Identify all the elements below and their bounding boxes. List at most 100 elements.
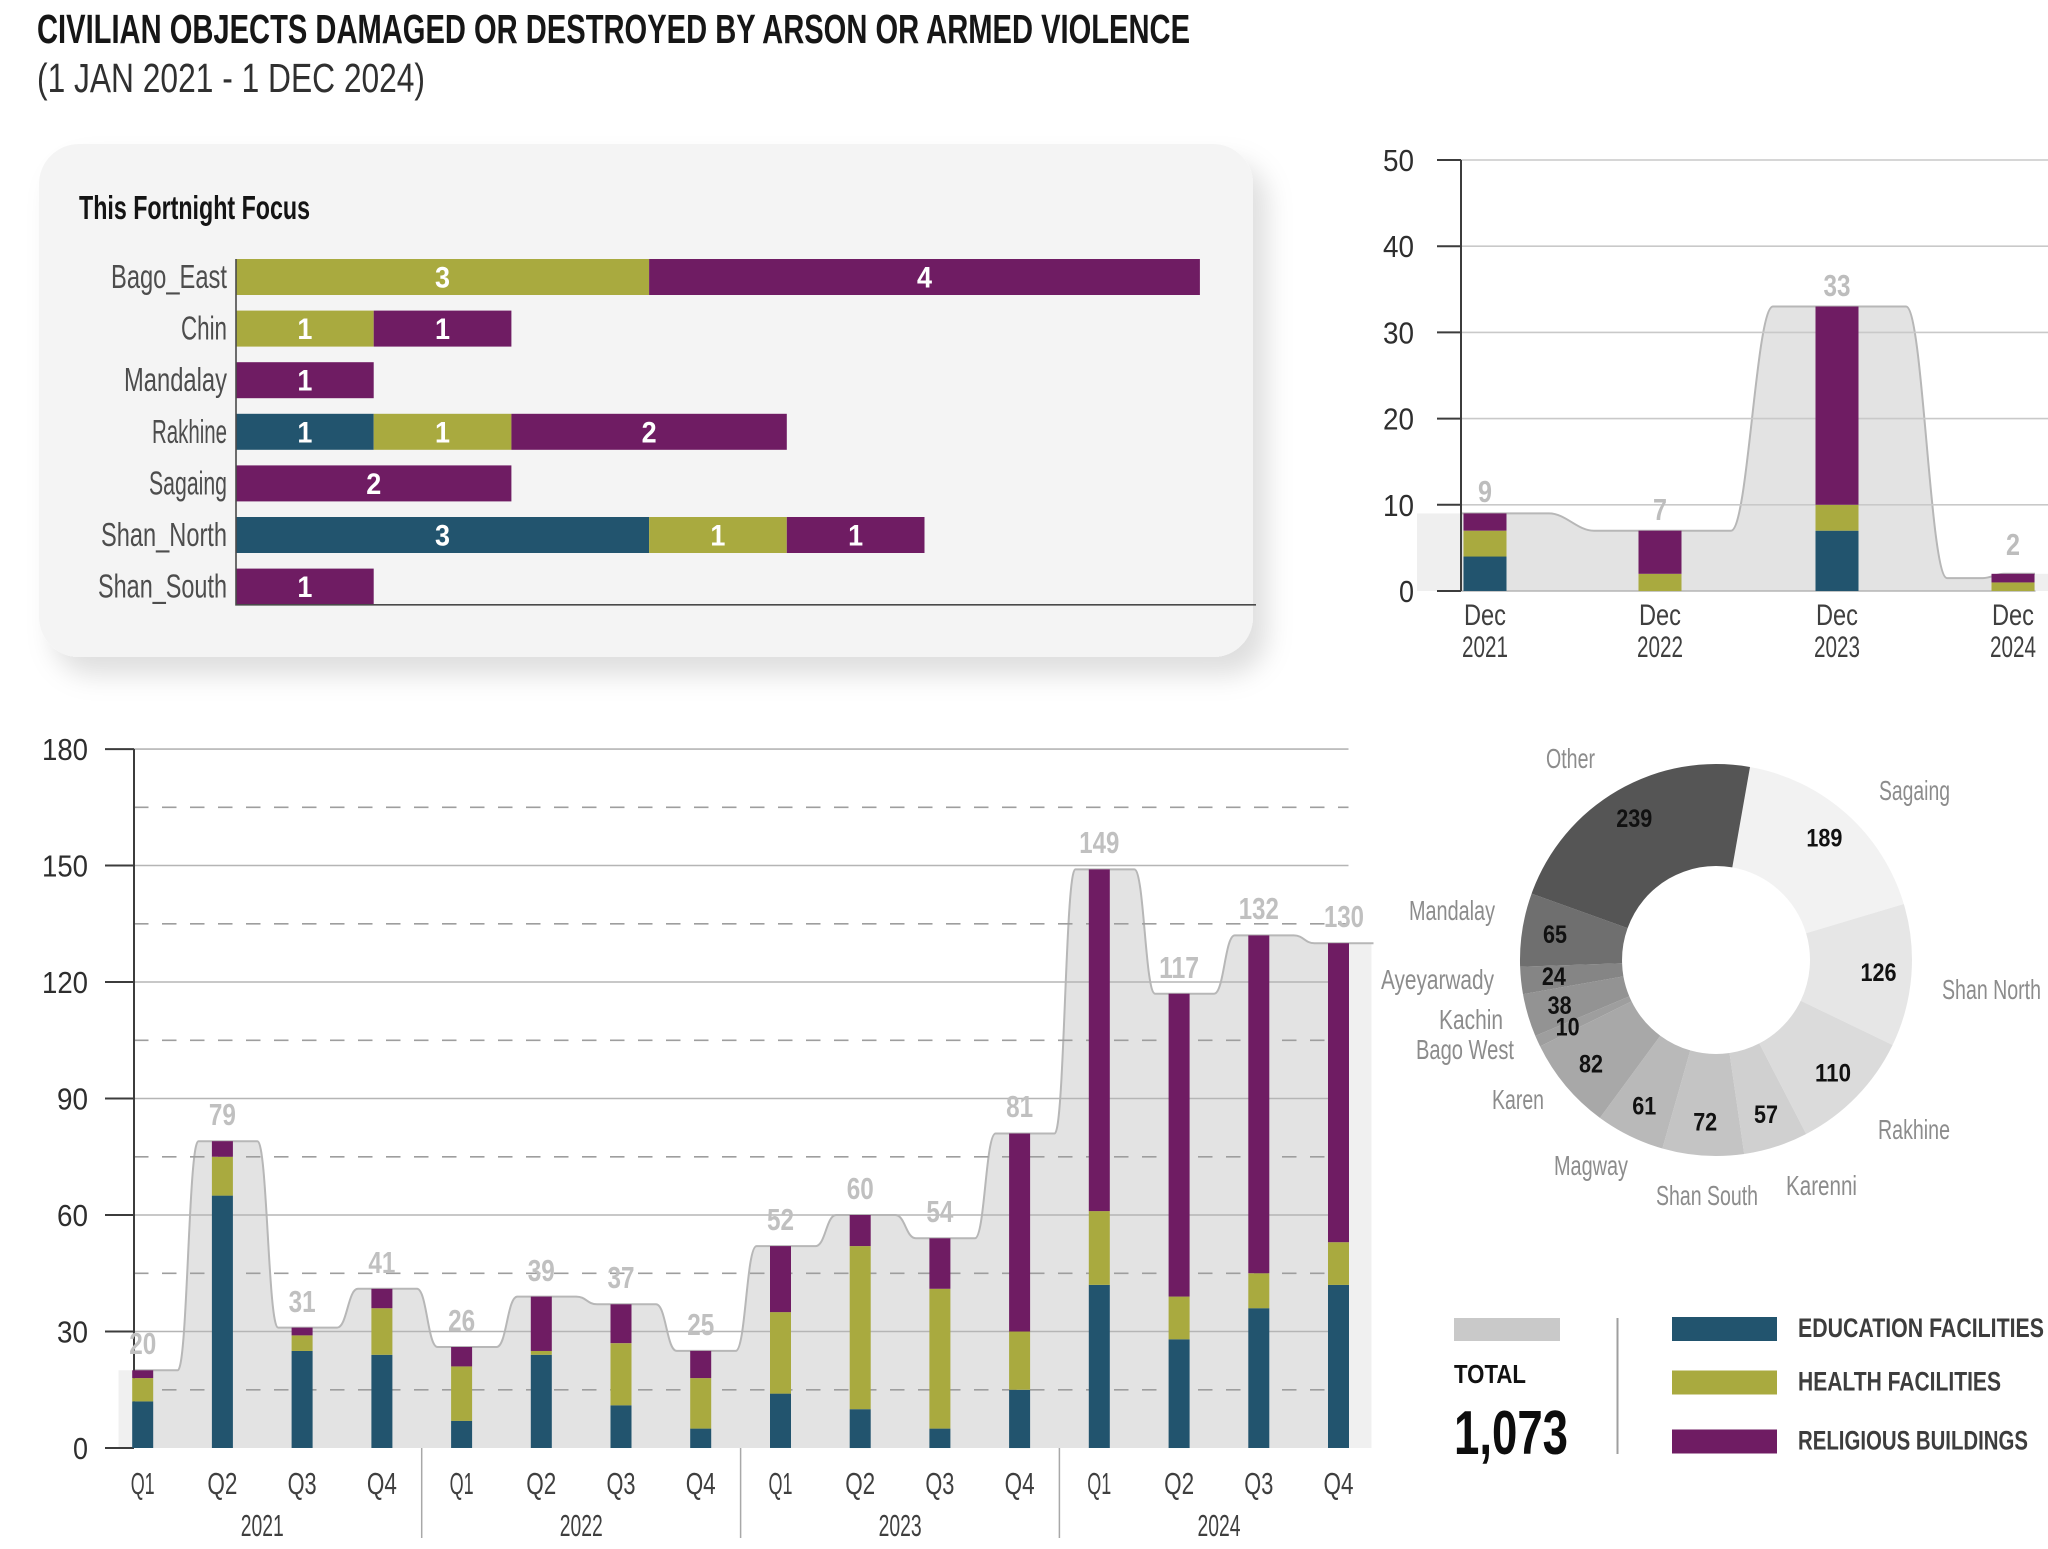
svg-text:2024: 2024 xyxy=(1198,1508,1241,1543)
svg-text:25: 25 xyxy=(687,1307,714,1342)
svg-text:(1 JAN 2021 - 1 DEC 2024): (1 JAN 2021 - 1 DEC 2024) xyxy=(37,55,425,101)
svg-text:HEALTH FACILITIES: HEALTH FACILITIES xyxy=(1798,1367,2001,1397)
svg-text:54: 54 xyxy=(926,1194,954,1229)
svg-text:Dec: Dec xyxy=(1639,599,1681,632)
svg-text:20: 20 xyxy=(129,1326,156,1361)
svg-text:33: 33 xyxy=(1824,268,1851,303)
svg-text:110: 110 xyxy=(1815,1060,1851,1088)
svg-text:1: 1 xyxy=(297,571,312,604)
svg-text:RELIGIOUS BUILDINGS: RELIGIOUS BUILDINGS xyxy=(1798,1426,2028,1456)
svg-text:Q2: Q2 xyxy=(1164,1466,1194,1501)
svg-text:1: 1 xyxy=(710,520,725,553)
svg-text:30: 30 xyxy=(57,1315,88,1350)
svg-text:Q2: Q2 xyxy=(845,1466,875,1501)
svg-text:Sagaing: Sagaing xyxy=(149,464,227,501)
svg-text:4: 4 xyxy=(917,262,932,295)
svg-text:2023: 2023 xyxy=(1814,631,1860,664)
svg-text:7: 7 xyxy=(1653,492,1667,527)
svg-text:37: 37 xyxy=(608,1260,635,1295)
svg-text:Q3: Q3 xyxy=(607,1466,636,1501)
svg-text:9: 9 xyxy=(1478,474,1492,509)
svg-text:20: 20 xyxy=(1383,402,1414,437)
svg-text:Dec: Dec xyxy=(1816,599,1858,632)
svg-text:Rakhine: Rakhine xyxy=(1878,1114,1950,1145)
svg-text:2023: 2023 xyxy=(879,1508,922,1543)
svg-text:Magway: Magway xyxy=(1554,1150,1628,1181)
svg-text:39: 39 xyxy=(528,1253,555,1288)
svg-text:Kachin: Kachin xyxy=(1439,1004,1503,1035)
svg-text:Q1: Q1 xyxy=(450,1466,474,1501)
svg-text:1: 1 xyxy=(297,365,312,398)
svg-text:2: 2 xyxy=(642,416,657,449)
svg-text:26: 26 xyxy=(448,1303,475,1338)
svg-text:3: 3 xyxy=(435,520,450,553)
svg-text:Q1: Q1 xyxy=(769,1466,793,1501)
svg-text:65: 65 xyxy=(1543,921,1567,949)
svg-text:Bago West: Bago West xyxy=(1416,1034,1514,1065)
svg-text:Mandalay: Mandalay xyxy=(124,361,227,398)
svg-text:Q1: Q1 xyxy=(131,1466,155,1501)
svg-text:Karenni: Karenni xyxy=(1786,1170,1857,1201)
svg-text:EDUCATION FACILITIES: EDUCATION FACILITIES xyxy=(1798,1313,2044,1343)
svg-text:Q4: Q4 xyxy=(1005,1466,1035,1501)
svg-text:1: 1 xyxy=(848,520,863,553)
svg-text:79: 79 xyxy=(209,1097,236,1132)
svg-text:Sagaing: Sagaing xyxy=(1879,775,1950,806)
svg-text:Q3: Q3 xyxy=(1244,1466,1273,1501)
svg-text:Q4: Q4 xyxy=(367,1466,397,1501)
svg-text:126: 126 xyxy=(1861,959,1897,987)
svg-text:Rakhine: Rakhine xyxy=(152,413,227,450)
svg-text:31: 31 xyxy=(289,1284,316,1319)
svg-text:1: 1 xyxy=(297,416,312,449)
svg-text:81: 81 xyxy=(1006,1089,1033,1124)
svg-text:Shan North: Shan North xyxy=(1942,974,2041,1005)
svg-text:52: 52 xyxy=(767,1202,794,1237)
svg-text:Q4: Q4 xyxy=(1324,1466,1354,1501)
svg-text:1: 1 xyxy=(435,313,450,346)
svg-text:10: 10 xyxy=(1383,488,1414,523)
svg-text:CIVILIAN OBJECTS DAMAGED OR DE: CIVILIAN OBJECTS DAMAGED OR DESTROYED BY… xyxy=(37,6,1190,52)
svg-text:61: 61 xyxy=(1632,1092,1656,1120)
svg-text:2: 2 xyxy=(2006,527,2020,562)
svg-text:Q4: Q4 xyxy=(686,1466,716,1501)
svg-text:38: 38 xyxy=(1548,992,1572,1020)
svg-text:Q3: Q3 xyxy=(925,1466,954,1501)
svg-text:3: 3 xyxy=(435,262,450,295)
svg-text:130: 130 xyxy=(1324,899,1364,934)
svg-text:180: 180 xyxy=(42,732,88,767)
svg-text:30: 30 xyxy=(1383,315,1414,350)
svg-text:Shan_North: Shan_North xyxy=(101,516,227,553)
svg-text:Q1: Q1 xyxy=(1087,1466,1111,1501)
svg-text:50: 50 xyxy=(1383,143,1414,178)
svg-text:24: 24 xyxy=(1542,963,1566,991)
svg-text:Mandalay: Mandalay xyxy=(1409,895,1495,926)
svg-text:TOTAL: TOTAL xyxy=(1454,1359,1526,1389)
svg-text:120: 120 xyxy=(42,965,88,1000)
svg-text:82: 82 xyxy=(1579,1051,1603,1079)
svg-text:0: 0 xyxy=(73,1431,88,1466)
svg-text:10: 10 xyxy=(1556,1014,1580,1042)
svg-text:57: 57 xyxy=(1754,1101,1778,1129)
svg-text:Q3: Q3 xyxy=(288,1466,317,1501)
svg-text:2024: 2024 xyxy=(1990,631,2036,664)
svg-text:Shan South: Shan South xyxy=(1656,1180,1758,1211)
svg-text:Bago_East: Bago_East xyxy=(111,258,227,295)
svg-text:This Fortnight Focus: This Fortnight Focus xyxy=(79,189,310,226)
svg-text:Chin: Chin xyxy=(181,310,227,347)
svg-text:Other: Other xyxy=(1546,743,1595,774)
svg-text:41: 41 xyxy=(368,1245,395,1280)
svg-text:117: 117 xyxy=(1159,950,1199,985)
svg-text:Q2: Q2 xyxy=(526,1466,556,1501)
svg-text:Karen: Karen xyxy=(1492,1084,1544,1115)
svg-text:2: 2 xyxy=(366,468,381,501)
svg-text:0: 0 xyxy=(1399,574,1414,609)
svg-text:1: 1 xyxy=(297,313,312,346)
svg-text:Q2: Q2 xyxy=(207,1466,237,1501)
svg-text:60: 60 xyxy=(57,1198,88,1233)
svg-text:Shan_South: Shan_South xyxy=(98,568,227,605)
svg-text:2021: 2021 xyxy=(1462,631,1508,664)
svg-text:72: 72 xyxy=(1693,1109,1717,1137)
svg-text:2021: 2021 xyxy=(241,1508,284,1543)
svg-text:150: 150 xyxy=(42,849,88,884)
svg-text:Dec: Dec xyxy=(1464,599,1506,632)
